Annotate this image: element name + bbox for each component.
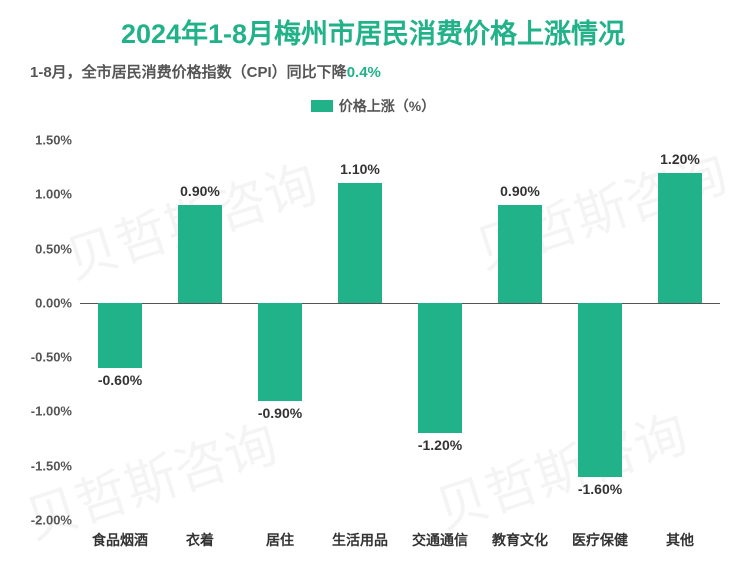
bar-value-label: -0.60% [98, 372, 142, 388]
chart-title: 2024年1-8月梅州市居民消费价格上涨情况 [0, 0, 746, 51]
bar [178, 205, 223, 303]
zero-axis-line [80, 303, 720, 305]
plot-area: -2.00%-1.50%-1.00%-0.50%0.00%0.50%1.00%1… [80, 140, 720, 520]
bar-value-label: 0.90% [180, 183, 220, 199]
x-category-label: 衣着 [186, 530, 214, 550]
y-tick-label: 1.00% [35, 187, 72, 202]
bar [658, 173, 703, 303]
x-category-label: 生活用品 [332, 530, 388, 550]
x-category-label: 食品烟酒 [92, 530, 148, 550]
bar [98, 303, 143, 368]
y-tick-label: -1.50% [31, 458, 72, 473]
y-tick-label: 0.50% [35, 241, 72, 256]
x-axis-labels: 食品烟酒 衣着 居住 生活用品 交通通信 教育文化 医疗保健 其他 [80, 530, 720, 570]
x-category-label: 交通通信 [412, 530, 468, 550]
bar-value-label: -1.60% [578, 481, 622, 497]
bar-value-label: 0.90% [500, 183, 540, 199]
bar [498, 205, 543, 303]
bar [338, 183, 383, 302]
x-category-label: 其他 [666, 530, 694, 550]
x-category-label: 居住 [266, 530, 294, 550]
bar [418, 303, 463, 433]
legend-swatch [311, 100, 333, 112]
bar-value-label: -0.90% [258, 405, 302, 421]
chart-subtitle: 1-8月，全市居民消费价格指数（CPI）同比下降0.4% [0, 51, 746, 82]
subtitle-prefix: 1-8月，全市居民消费价格指数（CPI）同比下降 [30, 64, 347, 81]
bar-value-label: -1.20% [418, 437, 462, 453]
bar-value-label: 1.10% [340, 161, 380, 177]
bar [258, 303, 303, 401]
y-tick-label: -0.50% [31, 350, 72, 365]
y-tick-label: -1.00% [31, 404, 72, 419]
bar [578, 303, 623, 477]
y-tick-label: 1.50% [35, 133, 72, 148]
y-tick-label: 0.00% [35, 295, 72, 310]
y-tick-label: -2.00% [31, 513, 72, 528]
x-category-label: 医疗保健 [572, 530, 628, 550]
legend-text: 价格上涨（%） [339, 98, 435, 114]
bar-value-label: 1.20% [660, 151, 700, 167]
x-category-label: 教育文化 [492, 530, 548, 550]
subtitle-highlight: 0.4% [347, 64, 381, 81]
chart-legend: 价格上涨（%） [0, 82, 746, 116]
